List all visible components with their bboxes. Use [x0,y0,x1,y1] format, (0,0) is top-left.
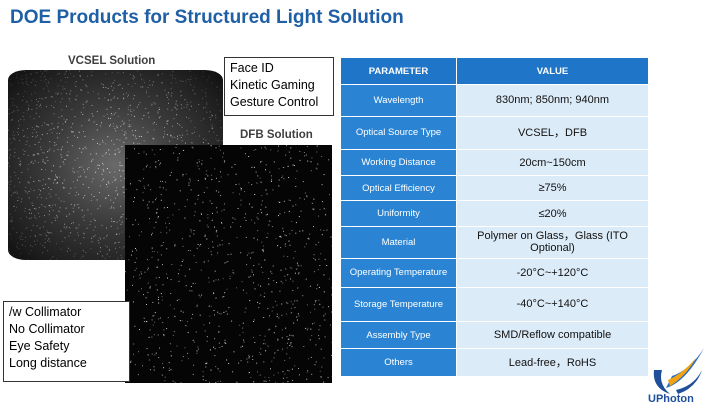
feature-item: Eye Safety [9,339,70,353]
value-cell: ≤20% [457,201,648,226]
feature-item: No Collimator [9,322,85,336]
param-cell: Wavelength [341,85,457,116]
spec-table: PARAMETER VALUE Wavelength 830nm; 850nm; … [341,57,648,377]
value-cell: ≥75% [457,175,648,201]
param-cell: Material [341,226,457,258]
table-row: Working Distance 20cm~150cm [341,150,648,175]
feature-item: /w Collimator [9,305,82,319]
logo-text: UPhoton [648,393,694,405]
param-cell: Assembly Type [341,321,457,349]
table-row: Uniformity ≤20% [341,201,648,226]
uphoton-logo-icon [653,348,704,394]
dfb-pattern-image [125,145,332,383]
table-row: Wavelength 830nm; 850nm; 940nm [341,85,648,116]
value-cell: -20°C~+120°C [457,258,648,288]
param-cell: Optical Source Type [341,116,457,150]
features-box: /w Collimator No Collimator Eye Safety L… [3,301,130,382]
value-cell: VCSEL，DFB [457,116,648,150]
param-cell: Storage Temperature [341,288,457,321]
param-cell: Operating Temperature [341,258,457,288]
value-cell: -40°C~+140°C [457,288,648,321]
param-cell: Uniformity [341,201,457,226]
application-item: Gesture Control [230,95,319,109]
dfb-caption: DFB Solution [240,129,313,141]
application-item: Face ID [230,61,274,75]
table-row: Optical Source Type VCSEL，DFB [341,116,648,150]
table-row: Material Polymer on Glass，Glass (ITO Opti… [341,226,648,258]
dfb-dot-field [125,145,332,383]
value-cell: Lead-free，RoHS [457,349,648,376]
header-value: VALUE [457,58,648,84]
value-cell: 830nm; 850nm; 940nm [457,85,648,116]
param-cell: Optical Efficiency [341,175,457,201]
table-row: Assembly Type SMD/Reflow compatible [341,321,648,349]
application-item: Kinetic Gaming [230,78,315,92]
param-cell: Others [341,349,457,376]
table-row: Optical Efficiency ≥75% [341,175,648,201]
value-cell: 20cm~150cm [457,150,648,175]
table-row: Storage Temperature -40°C~+140°C [341,288,648,321]
table-row: Others Lead-free，RoHS [341,349,648,376]
vcsel-caption: VCSEL Solution [68,55,156,67]
value-cell: SMD/Reflow compatible [457,321,648,349]
value-cell: Polymer on Glass，Glass (ITO Optional) [457,226,648,258]
header-parameter: PARAMETER [341,58,457,84]
param-cell: Working Distance [341,150,457,175]
feature-item: Long distance [9,356,87,370]
applications-box: Face ID Kinetic Gaming Gesture Control [224,57,334,116]
table-row: Operating Temperature -20°C~+120°C [341,258,648,288]
spec-table-header: PARAMETER VALUE [341,58,648,84]
page-title: DOE Products for Structured Light Soluti… [10,7,404,28]
